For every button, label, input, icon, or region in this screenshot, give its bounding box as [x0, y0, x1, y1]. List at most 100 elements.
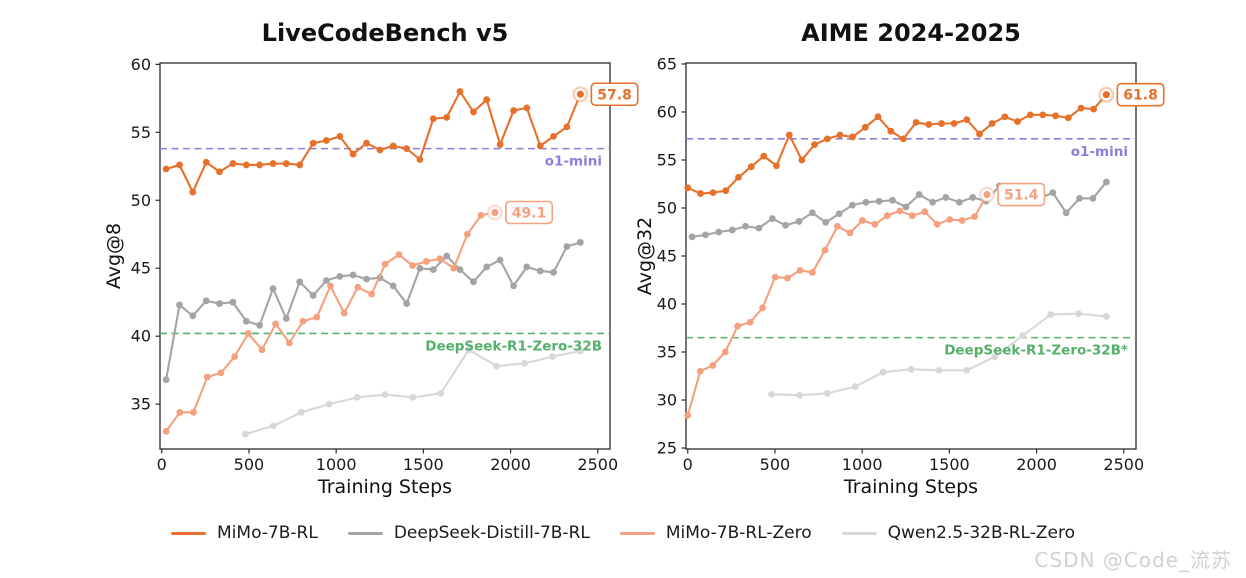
series-point-MiMo-7B-RL-Zero: [821, 246, 829, 254]
series-point-Qwen2.5-32B-RL-Zero: [1047, 311, 1054, 318]
series-point-DeepSeek-Distill-7B-RL: [902, 203, 910, 211]
series-point-DeepSeek-Distill-7B-RL: [189, 312, 197, 320]
series-point-DeepSeek-Distill-7B-RL: [256, 321, 263, 329]
series-point-Qwen2.5-32B-RL-Zero: [851, 383, 859, 390]
series-point-MiMo-7B-RL: [811, 141, 818, 149]
y-tick-label: 50: [131, 191, 151, 210]
series-point-MiMo-7B-RL-Zero: [759, 304, 766, 312]
series-point-MiMo-7B-RL-Zero: [231, 353, 239, 360]
series-point-MiMo-7B-RL: [282, 160, 290, 167]
series-point-MiMo-7B-RL: [836, 131, 844, 139]
series-point-MiMo-7B-RL: [189, 188, 197, 196]
annotation-value: 57.8: [597, 87, 632, 103]
annotation-value: 61.8: [1123, 88, 1158, 104]
series-point-MiMo-7B-RL-Zero: [463, 230, 471, 238]
series-point-Qwen2.5-32B-RL-Zero: [823, 389, 831, 397]
y-tick-label: 35: [131, 395, 151, 414]
series-point-MiMo-7B-RL: [536, 142, 544, 150]
series-point-MiMo-7B-RL-Zero: [299, 317, 307, 325]
annotation-box: [997, 182, 1046, 207]
series-point-MiMo-7B-RL-Zero: [354, 283, 362, 291]
series-point-MiMo-7B-RL: [684, 184, 692, 192]
series-point-DeepSeek-Distill-7B-RL: [1076, 194, 1083, 202]
ref-line-label-DeepSeek-R1-Zero-32B: DeepSeek-R1-Zero-32B: [425, 338, 602, 354]
legend-line-mimo-7b-rl-icon: [171, 531, 207, 535]
series-point-MiMo-7B-RL-Zero: [395, 251, 403, 259]
series-point-MiMo-7B-RL-Zero: [946, 216, 954, 223]
series-point-MiMo-7B-RL-Zero: [846, 229, 854, 237]
series-point-DeepSeek-Distill-7B-RL: [1089, 194, 1097, 202]
chart-livecodebench-v5: 0 500 1000 1500 2000 2500 35 40 45 50 55 60 o1-mini D…: [131, 55, 639, 474]
end-halo-ring: [979, 186, 996, 203]
x-tick-label: 1000: [842, 455, 883, 474]
series-point-MiMo-7B-RL-Zero: [696, 367, 704, 375]
series-point-DeepSeek-Distill-7B-RL: [848, 201, 856, 209]
series-point-Qwen2.5-32B-RL-Zero: [353, 393, 361, 401]
series-point-Qwen2.5-32B-RL-Zero: [879, 368, 887, 376]
series-point-DeepSeek-Distill-7B-RL: [429, 266, 437, 273]
series-point-MiMo-7B-RL: [1064, 114, 1072, 122]
ref-line-label-o1-mini: o1-mini: [545, 154, 602, 170]
legend-item-qwen-32b-rl-zero: Qwen2.5-32B-RL-Zero: [841, 523, 1075, 543]
series-point-MiMo-7B-RL-Zero: [190, 408, 197, 416]
legend-line-qwen-zero-icon: [841, 531, 877, 535]
y-tick-label: 30: [657, 391, 677, 410]
series-point-MiMo-7B-RL-Zero: [450, 264, 458, 272]
series-point-Qwen2.5-32B-RL-Zero: [325, 400, 333, 408]
series-point-DeepSeek-Distill-7B-RL: [282, 315, 290, 322]
series-point-DeepSeek-Distill-7B-RL: [229, 298, 237, 306]
series-point-MiMo-7B-RL-Zero: [477, 211, 485, 219]
series-point-MiMo-7B-RL: [709, 189, 717, 197]
series-point-MiMo-7B-RL: [483, 96, 491, 104]
series-point-MiMo-7B-RL: [938, 120, 945, 127]
series-point-MiMo-7B-RL: [242, 161, 250, 169]
series-point-MiMo-7B-RL: [773, 162, 780, 170]
legend-item-mimo-7b-rl-zero: MiMo-7B-RL-Zero: [619, 523, 812, 543]
series-point-MiMo-7B-RL: [950, 120, 958, 127]
x-tick-label: 0: [157, 455, 167, 474]
series-point-Qwen2.5-32B-RL-Zero: [1102, 313, 1110, 320]
series-point-MiMo-7B-RL: [162, 165, 170, 173]
series-point-DeepSeek-Distill-7B-RL: [563, 243, 571, 250]
series-point-Qwen2.5-32B-RL-Zero: [465, 346, 473, 354]
series-point-MiMo-7B-RL: [823, 135, 831, 143]
series-point-MiMo-7B-RL-Zero: [796, 267, 804, 274]
series-point-DeepSeek-Distill-7B-RL: [363, 275, 370, 283]
series-point-DeepSeek-Distill-7B-RL: [795, 218, 803, 225]
end-point: [983, 190, 991, 199]
series-point-MiMo-7B-RL: [697, 190, 704, 197]
series-point-Qwen2.5-32B-RL-Zero: [242, 430, 249, 438]
series-point-MiMo-7B-RL-Zero: [217, 369, 225, 377]
series-line-MiMo-7B-RL: [165, 90, 582, 194]
series-point-Qwen2.5-32B-RL-Zero: [1019, 332, 1027, 340]
series-point-MiMo-7B-RL: [416, 156, 424, 163]
series-point-DeepSeek-Distill-7B-RL: [929, 198, 937, 206]
series-point-DeepSeek-Distill-7B-RL: [162, 376, 170, 384]
x-tick-label: 2500: [577, 455, 618, 474]
legend-line-mimo-zero-icon: [619, 531, 655, 535]
end-point: [1102, 91, 1110, 99]
series-point-Qwen2.5-32B-RL-Zero: [381, 391, 389, 399]
series-point-DeepSeek-Distill-7B-RL: [808, 209, 816, 217]
series-point-MiMo-7B-RL: [861, 123, 869, 131]
series-point-DeepSeek-Distill-7B-RL: [942, 194, 950, 201]
y-tick-label: 60: [657, 102, 677, 121]
series-point-DeepSeek-Distill-7B-RL: [176, 301, 183, 309]
series-point-DeepSeek-Distill-7B-RL: [1062, 209, 1070, 217]
series-point-MiMo-7B-RL: [296, 161, 304, 169]
series-point-MiMo-7B-RL-Zero: [327, 282, 334, 290]
series-point-MiMo-7B-RL: [988, 120, 996, 127]
series-point-Qwen2.5-32B-RL-Zero: [409, 393, 417, 401]
x-tick-label: 2000: [490, 455, 531, 474]
x-axis-label-left: Training Steps: [317, 476, 453, 498]
series-point-MiMo-7B-RL: [456, 88, 464, 95]
series-point-MiMo-7B-RL: [1014, 118, 1021, 125]
series-point-MiMo-7B-RL: [510, 107, 517, 114]
series-point-DeepSeek-Distill-7B-RL: [728, 226, 736, 234]
series-point-MiMo-7B-RL-Zero: [971, 213, 979, 221]
series-point-MiMo-7B-RL-Zero: [908, 212, 916, 220]
series-point-MiMo-7B-RL-Zero: [883, 212, 891, 220]
series-line-MiMo-7B-RL: [687, 93, 1108, 195]
series-point-MiMo-7B-RL: [563, 123, 571, 131]
series-point-Qwen2.5-32B-RL-Zero: [768, 390, 775, 398]
